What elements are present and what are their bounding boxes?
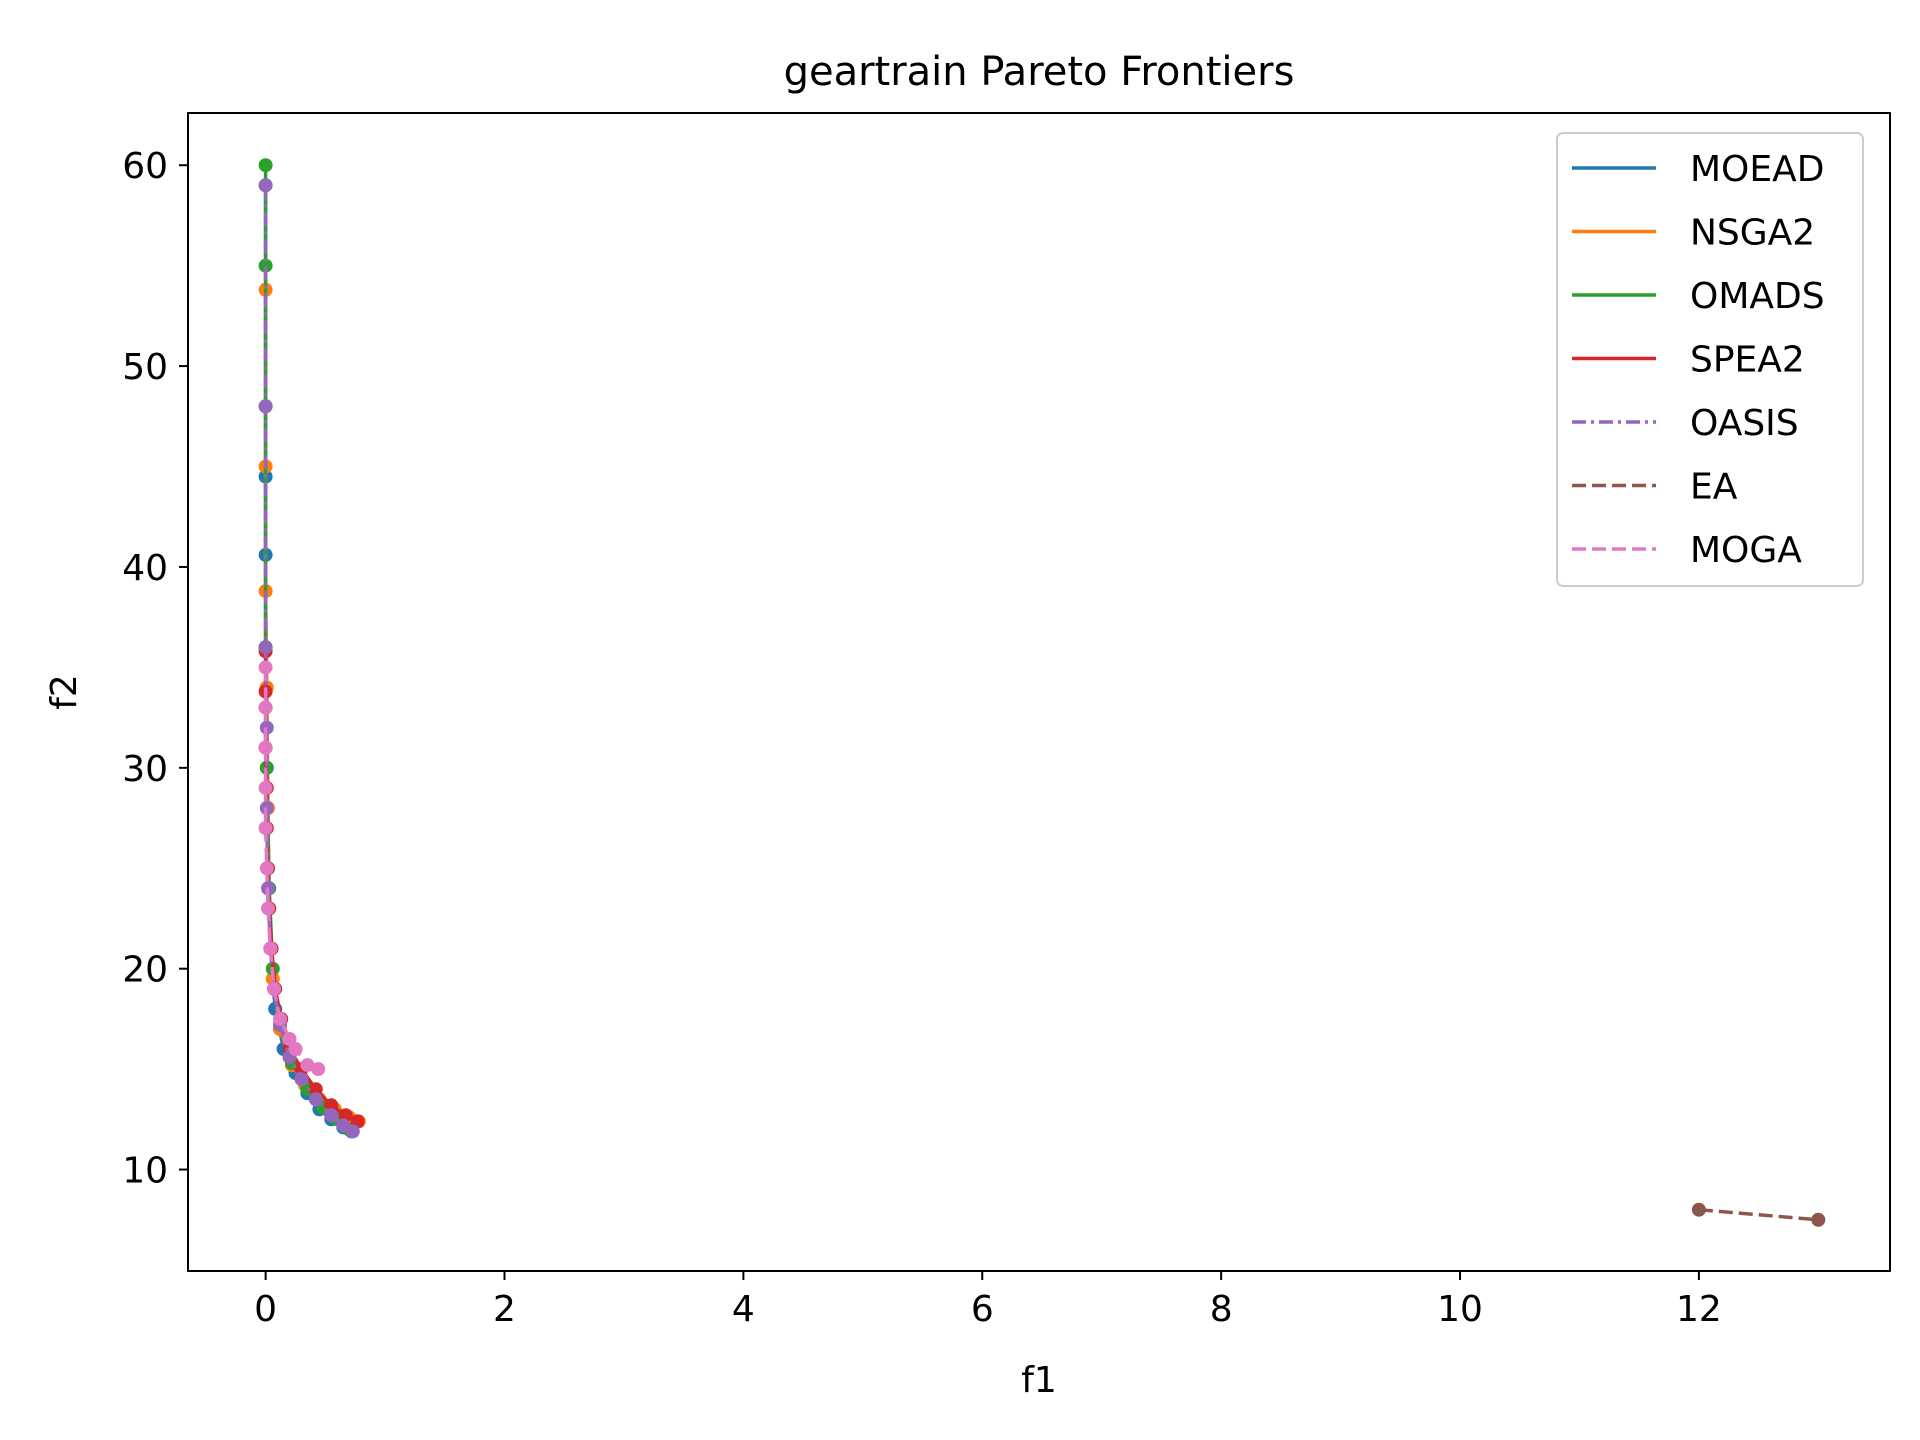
legend-item-spea2: SPEA2 (1572, 340, 1805, 381)
legend: MOEAD NSGA2 OMADS SPEA2 OASIS EA MOGA (1556, 132, 1864, 587)
data-point (324, 1098, 339, 1113)
y-tick-label: 20 (122, 950, 168, 991)
x-tick-label: 8 (1210, 1289, 1233, 1330)
data-point (311, 1062, 326, 1077)
data-point (258, 821, 273, 836)
data-point (308, 1092, 323, 1107)
data-point (258, 700, 273, 715)
x-tick-label: 0 (254, 1289, 277, 1330)
legend-box (1556, 132, 1864, 587)
data-point (288, 1042, 303, 1056)
data-point (1811, 1212, 1826, 1227)
y-tick-label: 10 (122, 1151, 168, 1192)
legend-label: MOEAD (1690, 149, 1825, 190)
legend-item-omads: OMADS (1572, 276, 1825, 317)
data-point (258, 780, 273, 795)
legend-label: SPEA2 (1690, 340, 1805, 381)
data-point (258, 178, 273, 193)
data-point (324, 1108, 339, 1123)
x-axis-ticks: 0 2 4 6 8 10 12 (254, 1271, 1722, 1330)
series-layer (258, 158, 1826, 1227)
data-point (259, 861, 274, 876)
data-point (258, 158, 273, 173)
legend-item-moead: MOEAD (1572, 149, 1825, 190)
series-ea (1691, 1202, 1826, 1227)
data-point (258, 660, 273, 675)
legend-label: EA (1690, 467, 1738, 508)
data-point (1691, 1202, 1706, 1217)
plot-frame (187, 112, 1891, 1272)
legend-item-nsga2: NSGA2 (1572, 213, 1815, 254)
legend-item-ea: EA (1572, 467, 1738, 508)
y-tick-label: 40 (122, 548, 168, 589)
y-axis-ticks: 10 20 30 40 50 60 (122, 146, 188, 1192)
data-point (258, 640, 273, 655)
legend-label: MOGA (1690, 530, 1802, 571)
data-point (261, 901, 275, 916)
data-point (258, 740, 273, 755)
legend-label: OMADS (1690, 276, 1825, 317)
data-point (258, 258, 273, 273)
data-point (345, 1124, 360, 1139)
y-tick-label: 30 (122, 749, 168, 790)
y-axis-label: f2 (44, 674, 85, 710)
legend-label: OASIS (1690, 403, 1799, 444)
data-point (258, 399, 273, 414)
x-tick-label: 12 (1676, 1289, 1722, 1330)
data-point (308, 1082, 323, 1097)
x-tick-label: 10 (1437, 1289, 1483, 1330)
x-tick-label: 6 (971, 1289, 994, 1330)
data-point (263, 941, 278, 956)
x-tick-label: 4 (732, 1289, 755, 1330)
data-point (300, 1058, 315, 1073)
data-point (273, 1011, 287, 1026)
series-moga (258, 660, 326, 1077)
y-tick-label: 60 (122, 146, 168, 187)
data-point (267, 981, 281, 996)
chart-title: geartrain Pareto Frontiers (784, 49, 1295, 95)
legend-label: NSGA2 (1690, 213, 1815, 254)
y-tick-label: 50 (122, 347, 168, 388)
data-point (294, 1072, 309, 1087)
x-tick-label: 2 (493, 1289, 516, 1330)
x-axis-label: f1 (1021, 1360, 1057, 1401)
legend-item-oasis: OASIS (1572, 403, 1799, 444)
legend-item-moga: MOGA (1572, 530, 1802, 571)
